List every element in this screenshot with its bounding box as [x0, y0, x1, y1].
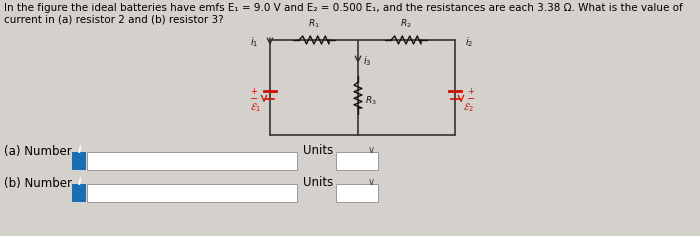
Text: current in (a) resistor 2 and (b) resistor 3?: current in (a) resistor 2 and (b) resist… [4, 15, 223, 25]
Text: i: i [77, 145, 80, 155]
FancyBboxPatch shape [336, 184, 378, 202]
Text: i: i [77, 177, 80, 187]
Text: −: − [250, 94, 258, 104]
Text: $\mathcal{E}_2$: $\mathcal{E}_2$ [463, 102, 475, 114]
Text: $i_2$: $i_2$ [465, 35, 473, 49]
Text: $R_3$: $R_3$ [365, 95, 377, 107]
Text: −: − [467, 94, 475, 104]
Text: Units: Units [303, 176, 333, 189]
Text: ∨: ∨ [368, 177, 374, 187]
FancyBboxPatch shape [87, 184, 297, 202]
Text: (b) Number: (b) Number [4, 177, 72, 190]
FancyBboxPatch shape [336, 152, 378, 170]
FancyBboxPatch shape [72, 152, 86, 170]
Text: (a) Number: (a) Number [4, 144, 71, 157]
Text: ∨: ∨ [368, 145, 374, 155]
Text: $i_3$: $i_3$ [363, 54, 372, 68]
Text: Units: Units [303, 143, 333, 156]
Text: +: + [251, 87, 258, 96]
FancyBboxPatch shape [87, 152, 297, 170]
Text: +: + [468, 87, 475, 96]
Text: $R_2$: $R_2$ [400, 17, 412, 30]
Text: $R_1$: $R_1$ [308, 17, 320, 30]
Text: In the figure the ideal batteries have emfs E₁ = 9.0 V and E₂ = 0.500 E₁, and th: In the figure the ideal batteries have e… [4, 3, 682, 13]
Text: $i_1$: $i_1$ [250, 35, 258, 49]
FancyBboxPatch shape [72, 184, 86, 202]
Text: $\mathcal{E}_1$: $\mathcal{E}_1$ [251, 102, 262, 114]
